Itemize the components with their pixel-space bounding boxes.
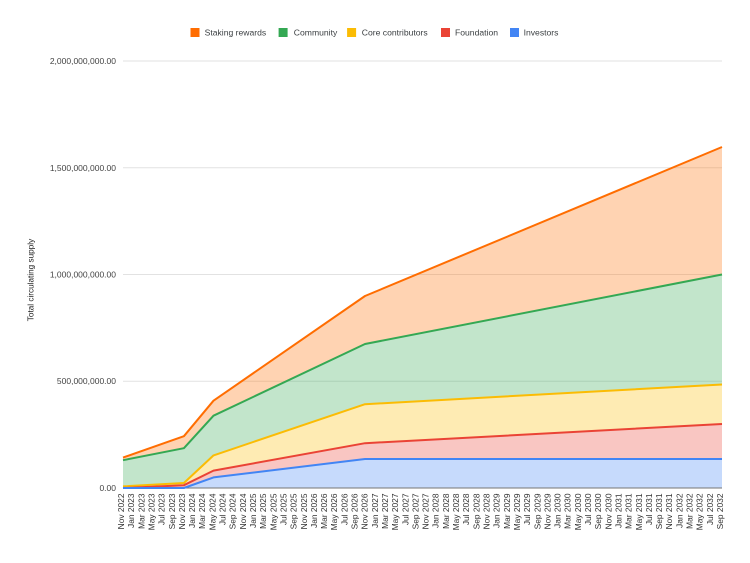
- svg-text:Jul 2031: Jul 2031: [644, 493, 654, 525]
- svg-text:May 2031: May 2031: [634, 493, 644, 530]
- svg-text:Community: Community: [294, 28, 338, 38]
- svg-text:Jan 2027: Jan 2027: [370, 493, 380, 528]
- svg-text:Nov 2022: Nov 2022: [116, 493, 126, 529]
- svg-text:Investors: Investors: [524, 28, 559, 38]
- svg-text:Mar 2029: Mar 2029: [502, 493, 512, 529]
- svg-text:Nov 2031: Nov 2031: [664, 493, 674, 529]
- svg-text:Nov 2029: Nov 2029: [542, 493, 552, 529]
- svg-text:Mar 2027: Mar 2027: [380, 493, 390, 529]
- svg-text:Jan 2028: Jan 2028: [431, 493, 441, 528]
- svg-text:Mar 2028: Mar 2028: [441, 493, 451, 529]
- svg-text:May 2023: May 2023: [146, 493, 156, 530]
- svg-text:Sep 2028: Sep 2028: [471, 493, 481, 529]
- svg-text:Jul 2030: Jul 2030: [583, 493, 593, 525]
- svg-text:Nov 2024: Nov 2024: [238, 493, 248, 529]
- svg-text:Sep 2025: Sep 2025: [289, 493, 299, 529]
- svg-text:Staking rewards: Staking rewards: [205, 28, 267, 38]
- svg-text:May 2024: May 2024: [207, 493, 217, 530]
- svg-text:Jul 2024: Jul 2024: [218, 493, 228, 525]
- svg-text:Sep 2031: Sep 2031: [654, 493, 664, 529]
- svg-text:Jan 2029: Jan 2029: [492, 493, 502, 528]
- svg-text:Jul 2028: Jul 2028: [461, 493, 471, 525]
- svg-text:0.00: 0.00: [99, 483, 116, 493]
- svg-text:May 2027: May 2027: [390, 493, 400, 530]
- svg-text:Jul 2025: Jul 2025: [278, 493, 288, 525]
- svg-text:Core contributors: Core contributors: [362, 28, 428, 38]
- svg-text:Jan 2025: Jan 2025: [248, 493, 258, 528]
- svg-text:Sep 2029: Sep 2029: [532, 493, 542, 529]
- svg-text:Total circulating supply: Total circulating supply: [27, 238, 36, 321]
- svg-text:1,500,000,000.00: 1,500,000,000.00: [50, 163, 116, 173]
- svg-text:May 2032: May 2032: [695, 493, 705, 530]
- svg-text:Jul 2032: Jul 2032: [705, 493, 715, 525]
- svg-text:Jan 2023: Jan 2023: [126, 493, 136, 528]
- svg-text:Jul 2023: Jul 2023: [157, 493, 167, 525]
- svg-text:Jul 2029: Jul 2029: [522, 493, 532, 525]
- svg-text:May 2029: May 2029: [512, 493, 522, 530]
- svg-text:Mar 2025: Mar 2025: [258, 493, 268, 529]
- svg-text:May 2025: May 2025: [268, 493, 278, 530]
- svg-text:May 2028: May 2028: [451, 493, 461, 530]
- svg-text:Mar 2031: Mar 2031: [624, 493, 634, 529]
- svg-text:Nov 2030: Nov 2030: [603, 493, 613, 529]
- svg-text:Mar 2032: Mar 2032: [685, 493, 695, 529]
- svg-text:Mar 2030: Mar 2030: [563, 493, 573, 529]
- svg-text:Foundation: Foundation: [455, 28, 498, 38]
- svg-text:Mar 2024: Mar 2024: [197, 493, 207, 529]
- svg-text:Jan 2026: Jan 2026: [309, 493, 319, 528]
- svg-text:Jan 2031: Jan 2031: [613, 493, 623, 528]
- svg-text:Jan 2030: Jan 2030: [553, 493, 563, 528]
- svg-text:Nov 2025: Nov 2025: [299, 493, 309, 529]
- svg-text:500,000,000.00: 500,000,000.00: [57, 376, 116, 386]
- svg-text:Sep 2024: Sep 2024: [228, 493, 238, 529]
- svg-text:Nov 2027: Nov 2027: [421, 493, 431, 529]
- svg-text:Mar 2026: Mar 2026: [319, 493, 329, 529]
- svg-text:Jan 2032: Jan 2032: [674, 493, 684, 528]
- svg-text:Sep 2032: Sep 2032: [715, 493, 725, 529]
- svg-text:Jul 2026: Jul 2026: [339, 493, 349, 525]
- svg-text:Sep 2023: Sep 2023: [167, 493, 177, 529]
- svg-text:1,000,000,000.00: 1,000,000,000.00: [50, 270, 116, 280]
- svg-text:Mar 2023: Mar 2023: [136, 493, 146, 529]
- svg-text:Sep 2026: Sep 2026: [350, 493, 360, 529]
- svg-text:May 2030: May 2030: [573, 493, 583, 530]
- svg-text:Jul 2027: Jul 2027: [400, 493, 410, 525]
- svg-text:Sep 2030: Sep 2030: [593, 493, 603, 529]
- svg-text:Sep 2027: Sep 2027: [410, 493, 420, 529]
- svg-text:2,000,000,000.00: 2,000,000,000.00: [50, 56, 116, 66]
- svg-text:Nov 2028: Nov 2028: [481, 493, 491, 529]
- svg-text:Nov 2026: Nov 2026: [360, 493, 370, 529]
- svg-text:Jan 2024: Jan 2024: [187, 493, 197, 528]
- svg-text:May 2026: May 2026: [329, 493, 339, 530]
- svg-text:Nov 2023: Nov 2023: [177, 493, 187, 529]
